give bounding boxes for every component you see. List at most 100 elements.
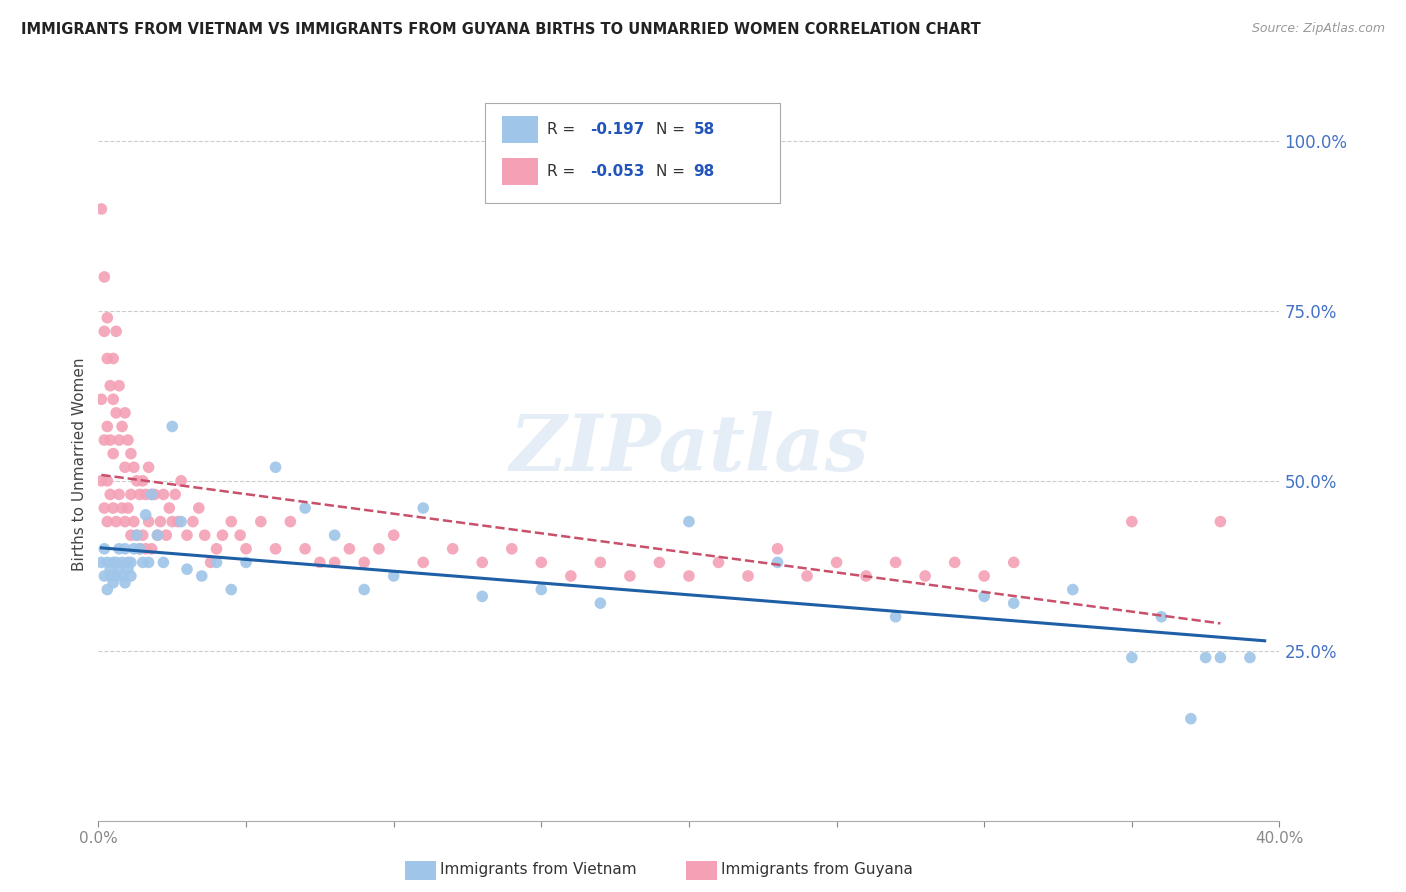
Point xyxy=(205,555,228,569)
Point xyxy=(90,474,112,488)
Point xyxy=(125,528,148,542)
Point xyxy=(146,528,169,542)
Point xyxy=(90,555,112,569)
Point xyxy=(120,447,142,461)
Point xyxy=(914,569,936,583)
Point xyxy=(264,541,287,556)
Point xyxy=(125,474,148,488)
Point xyxy=(323,555,346,569)
Point xyxy=(114,541,136,556)
Point xyxy=(737,569,759,583)
Point xyxy=(766,555,789,569)
Point xyxy=(339,541,361,556)
Point xyxy=(141,487,163,501)
Point xyxy=(103,575,125,590)
Point xyxy=(128,487,150,501)
Point xyxy=(114,575,136,590)
Point xyxy=(382,528,405,542)
Point xyxy=(90,392,112,407)
Text: -0.197: -0.197 xyxy=(589,122,644,137)
Point xyxy=(111,501,134,516)
Point xyxy=(353,555,375,569)
Point xyxy=(353,582,375,597)
Point xyxy=(619,569,641,583)
Point xyxy=(132,474,155,488)
Point xyxy=(157,501,180,516)
Point xyxy=(96,310,118,325)
Point xyxy=(187,501,209,516)
Point xyxy=(138,515,160,529)
Point xyxy=(105,515,128,529)
Point xyxy=(264,460,287,475)
Point xyxy=(96,582,118,597)
Point xyxy=(93,324,115,338)
Point xyxy=(855,569,877,583)
Point xyxy=(117,555,139,569)
Point xyxy=(796,569,818,583)
Point xyxy=(471,555,494,569)
Point xyxy=(105,555,128,569)
Point xyxy=(884,555,907,569)
Point xyxy=(98,569,121,583)
Point xyxy=(138,555,160,569)
Point xyxy=(155,528,177,542)
Point xyxy=(229,528,252,542)
Point xyxy=(108,378,131,392)
Point xyxy=(1195,650,1218,665)
Point xyxy=(678,515,700,529)
Point xyxy=(120,528,142,542)
Point xyxy=(678,569,700,583)
Point xyxy=(143,487,166,501)
Point xyxy=(766,541,789,556)
Point xyxy=(441,541,464,556)
Text: IMMIGRANTS FROM VIETNAM VS IMMIGRANTS FROM GUYANA BIRTHS TO UNMARRIED WOMEN CORR: IMMIGRANTS FROM VIETNAM VS IMMIGRANTS FR… xyxy=(21,22,981,37)
Point xyxy=(162,515,183,529)
Point xyxy=(96,555,118,569)
Text: N =: N = xyxy=(655,122,690,137)
Point xyxy=(165,487,187,501)
Point xyxy=(200,555,222,569)
Point xyxy=(103,351,125,366)
Text: 98: 98 xyxy=(693,164,714,178)
FancyBboxPatch shape xyxy=(485,103,780,203)
Point xyxy=(211,528,233,542)
Text: R =: R = xyxy=(547,122,581,137)
Point xyxy=(1121,515,1143,529)
Point xyxy=(128,541,150,556)
Point xyxy=(973,569,995,583)
Text: N =: N = xyxy=(655,164,690,178)
Point xyxy=(152,487,174,501)
Point xyxy=(122,541,145,556)
Point xyxy=(176,528,198,542)
Point xyxy=(323,528,346,542)
Point xyxy=(122,515,145,529)
Point xyxy=(170,515,193,529)
Point xyxy=(93,569,115,583)
Point xyxy=(412,555,434,569)
Point xyxy=(648,555,671,569)
Point xyxy=(135,508,157,522)
Point xyxy=(135,541,157,556)
Point xyxy=(96,515,118,529)
Y-axis label: Births to Unmarried Women: Births to Unmarried Women xyxy=(72,357,87,571)
Point xyxy=(117,501,139,516)
Point xyxy=(235,555,257,569)
Point xyxy=(114,515,136,529)
Point xyxy=(96,419,118,434)
Bar xyxy=(502,116,537,144)
Text: Immigrants from Vietnam: Immigrants from Vietnam xyxy=(440,863,637,877)
Point xyxy=(181,515,204,529)
Point xyxy=(1209,515,1232,529)
Point xyxy=(108,562,131,576)
Point xyxy=(108,541,131,556)
Point xyxy=(125,528,148,542)
Point xyxy=(120,555,142,569)
Point xyxy=(93,501,115,516)
Point xyxy=(111,419,134,434)
Point xyxy=(141,541,163,556)
Text: -0.053: -0.053 xyxy=(589,164,644,178)
Text: ZIPatlas: ZIPatlas xyxy=(509,411,869,488)
Point xyxy=(382,569,405,583)
Point xyxy=(1121,650,1143,665)
Point xyxy=(132,555,155,569)
